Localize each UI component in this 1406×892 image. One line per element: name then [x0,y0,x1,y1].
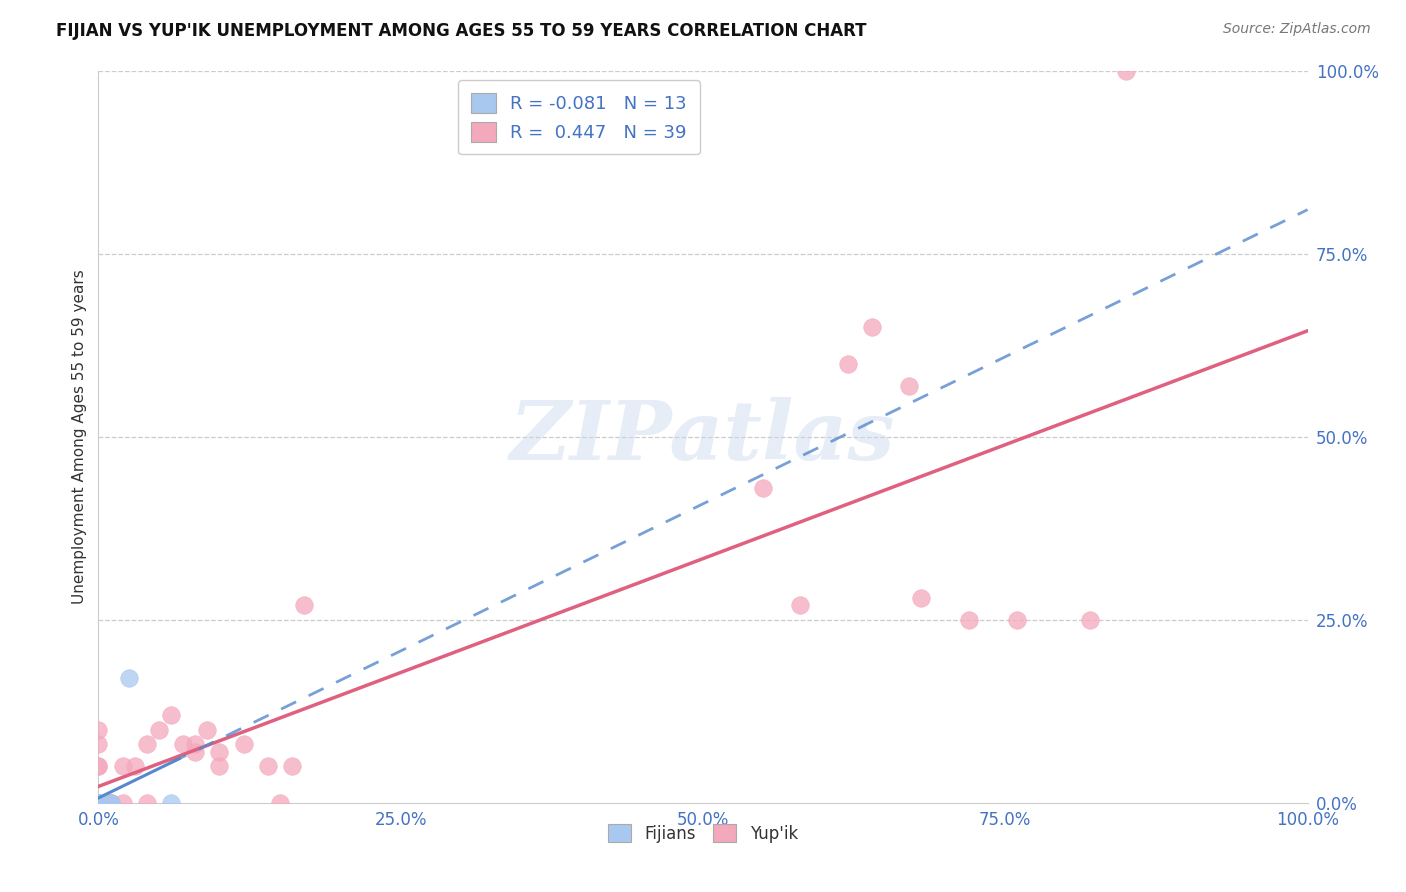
Point [160,708,183,723]
Text: FIJIAN VS YUP'IK UNEMPLOYMENT AMONG AGES 55 TO 59 YEARS CORRELATION CHART: FIJIAN VS YUP'IK UNEMPLOYMENT AMONG AGES… [56,22,866,40]
Point [160,796,183,810]
Text: ZIPatlas: ZIPatlas [510,397,896,477]
Point [87,796,110,810]
Point [1007,613,1029,627]
Point [87,796,110,810]
Point [135,796,157,810]
Point [87,796,110,810]
Point [111,796,134,810]
Point [789,599,811,613]
Point [208,745,231,759]
Point [118,672,141,686]
Point [87,796,110,810]
Point [172,737,194,751]
Point [910,591,932,605]
Point [100,796,122,810]
Point [897,379,920,393]
Point [87,737,110,751]
Point [957,613,980,627]
Point [100,796,122,810]
Point [184,745,207,759]
Point [1078,613,1101,627]
Point [87,796,110,810]
Point [195,723,218,737]
Point [100,796,122,810]
Point [269,796,291,810]
Point [1115,64,1137,78]
Point [256,759,278,773]
Point [292,599,315,613]
Point [87,796,110,810]
Point [232,737,254,751]
Point [837,357,859,371]
Point [148,723,170,737]
Legend: Fijians, Yup'ik: Fijians, Yup'ik [602,818,804,849]
Point [87,796,110,810]
Point [87,759,110,773]
Point [100,796,122,810]
Point [752,481,775,495]
Text: Source: ZipAtlas.com: Source: ZipAtlas.com [1223,22,1371,37]
Y-axis label: Unemployment Among Ages 55 to 59 years: Unemployment Among Ages 55 to 59 years [72,269,87,605]
Point [87,796,110,810]
Point [87,796,110,810]
Point [860,320,883,334]
Point [87,759,110,773]
Point [87,796,110,810]
Point [124,759,146,773]
Point [135,737,157,751]
Point [87,723,110,737]
Point [111,759,134,773]
Point [87,796,110,810]
Point [87,796,110,810]
Point [208,759,231,773]
Point [100,796,122,810]
Point [281,759,304,773]
Point [184,737,207,751]
Point [87,796,110,810]
